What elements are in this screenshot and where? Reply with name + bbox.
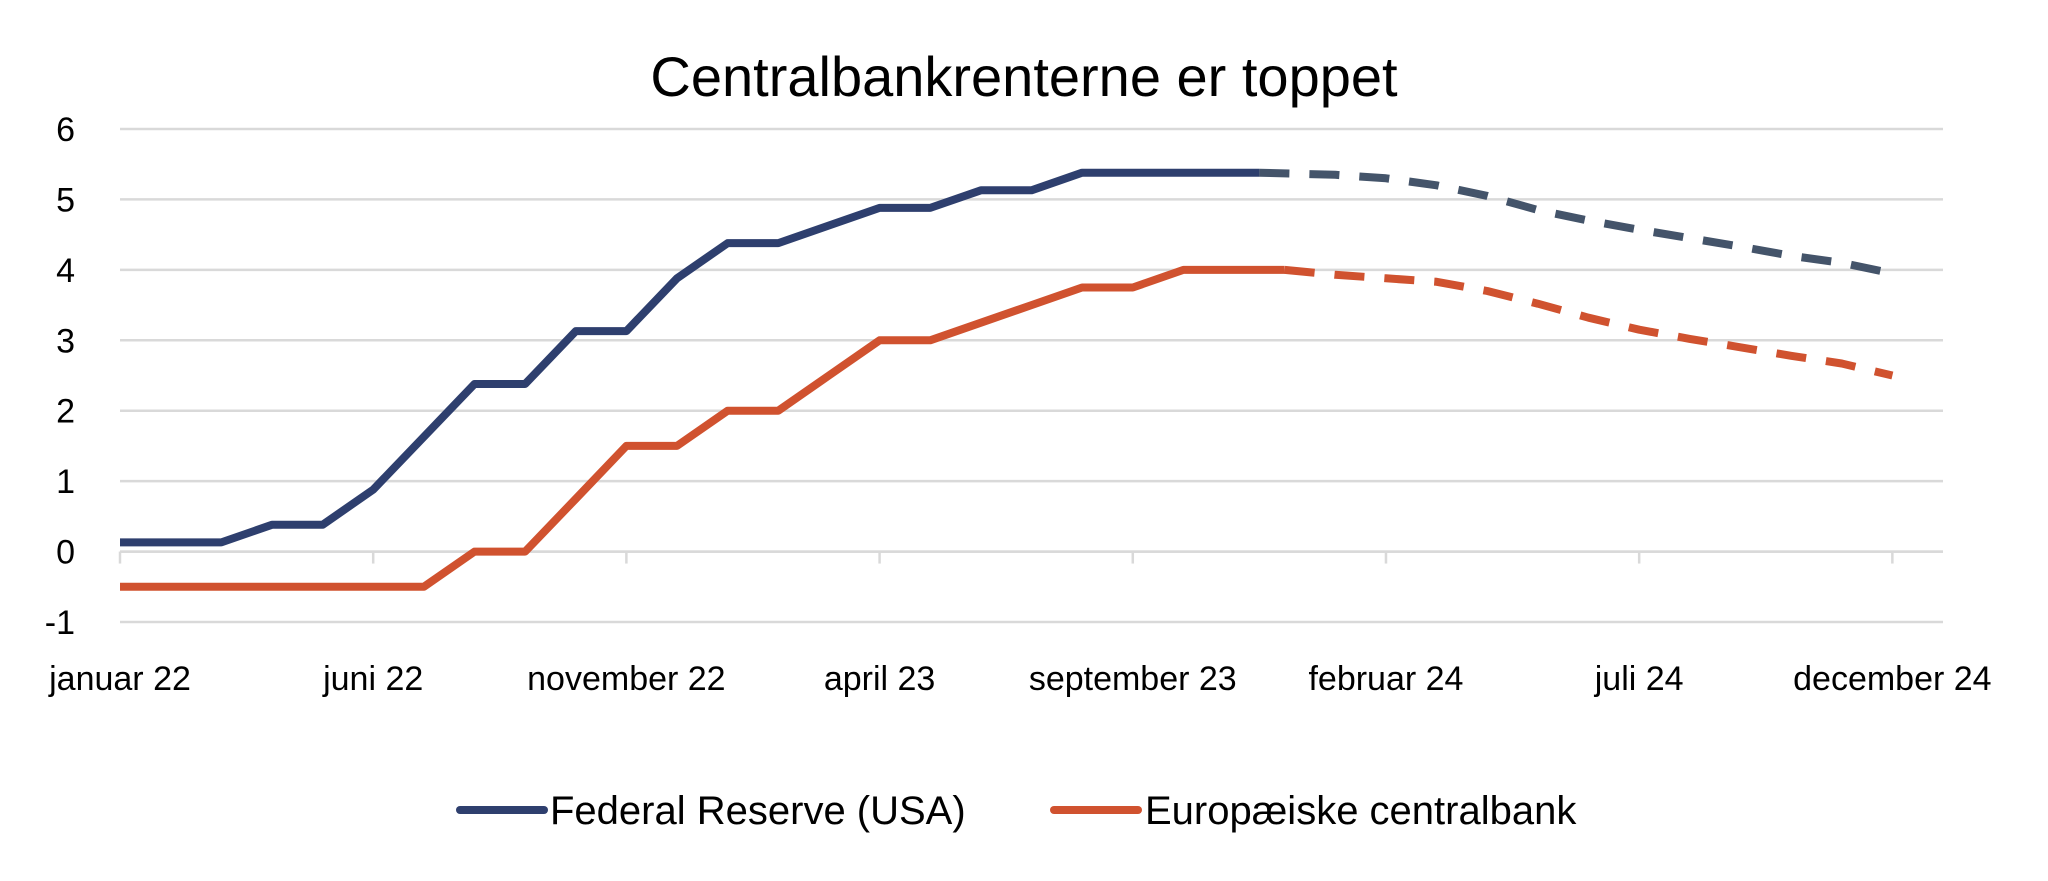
y-tick-label: -1 <box>45 604 75 642</box>
y-tick-label: 0 <box>56 534 75 572</box>
x-tick-label: december 24 <box>1793 660 1991 698</box>
x-tick-label: juni 22 <box>322 660 423 698</box>
legend-label-federal-reserve: Federal Reserve (USA) <box>550 789 966 833</box>
y-tick-label: 6 <box>56 111 75 149</box>
x-tick-label: september 23 <box>1029 660 1237 698</box>
series-line-actual-0 <box>120 168 1260 547</box>
series-line-actual-1 <box>120 265 1285 591</box>
x-tick-label: juli 24 <box>1594 660 1684 698</box>
series-lines <box>120 168 1894 591</box>
gridlines <box>120 127 1943 624</box>
y-axis: -1 0 1 2 3 4 5 6 <box>45 111 75 642</box>
x-axis: januar 22 juni 22 november 22 april 23 septe… <box>48 550 1992 698</box>
legend: Federal Reserve (USA) Europæiske central… <box>456 789 1577 833</box>
x-tick-label: januar 22 <box>48 660 191 698</box>
legend-label-ecb: Europæiske centralbank <box>1145 789 1577 833</box>
x-tick-label: november 22 <box>527 660 725 698</box>
x-tick-label: april 23 <box>824 660 936 698</box>
legend-item-federal-reserve: Federal Reserve (USA) <box>456 789 966 833</box>
y-tick-label: 1 <box>56 463 75 501</box>
x-tick-label: februar 24 <box>1308 660 1463 698</box>
y-tick-label: 3 <box>56 322 75 360</box>
y-tick-label: 4 <box>56 252 75 290</box>
legend-item-ecb: Europæiske centralbank <box>1050 789 1577 833</box>
y-tick-label: 2 <box>56 393 75 431</box>
chart-title: Centralbankrenterne er toppet <box>650 45 1398 108</box>
series-line-forecast-0 <box>1259 168 1894 278</box>
y-tick-label: 5 <box>56 181 75 219</box>
series-line-forecast-1 <box>1284 265 1894 380</box>
